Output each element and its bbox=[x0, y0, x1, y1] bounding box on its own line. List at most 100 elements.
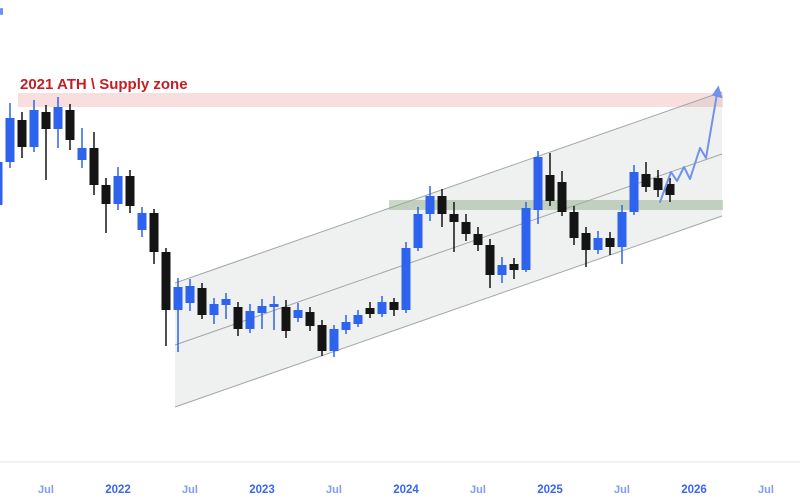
candle-body bbox=[221, 299, 231, 305]
candle-down bbox=[305, 307, 315, 331]
candle-up bbox=[77, 128, 87, 168]
candle-body bbox=[329, 329, 339, 351]
candle-body bbox=[29, 110, 39, 147]
candle-body bbox=[389, 302, 399, 310]
candle-body bbox=[353, 315, 363, 324]
candle-body bbox=[593, 238, 603, 250]
candle-down bbox=[65, 104, 75, 150]
supply-zone-label: 2021 ATH \ Supply zone bbox=[20, 76, 188, 93]
time-axis-label[interactable]: Jul bbox=[326, 484, 342, 496]
candle-body bbox=[401, 248, 411, 310]
candle-body bbox=[449, 214, 459, 222]
candle-down bbox=[89, 132, 99, 195]
candle-up bbox=[53, 97, 63, 148]
candle-down bbox=[473, 227, 483, 251]
candle-body bbox=[269, 304, 279, 307]
candle-down bbox=[449, 202, 459, 252]
candle-up bbox=[245, 304, 255, 333]
candle-body bbox=[149, 213, 159, 252]
candle-body bbox=[641, 174, 651, 187]
time-axis-label[interactable]: Jul bbox=[182, 484, 198, 496]
candle-down bbox=[161, 248, 171, 346]
candle-body bbox=[569, 212, 579, 238]
projection-arrowhead-icon bbox=[711, 85, 723, 99]
candle-down bbox=[605, 232, 615, 255]
candle-body bbox=[197, 288, 207, 315]
candle-down bbox=[545, 153, 555, 206]
time-axis-label[interactable]: Jul bbox=[38, 484, 54, 496]
candle-down bbox=[41, 105, 51, 180]
candle-up bbox=[341, 315, 351, 334]
candle-up bbox=[617, 205, 627, 264]
candle-body bbox=[365, 308, 375, 314]
candle-up bbox=[137, 207, 147, 237]
candle-up bbox=[353, 310, 363, 327]
candle-body bbox=[293, 310, 303, 318]
candle-up bbox=[425, 186, 435, 221]
candle-down bbox=[281, 300, 291, 338]
candle-body bbox=[137, 213, 147, 230]
projection-zigzag-line[interactable] bbox=[659, 87, 719, 203]
candle-up bbox=[221, 293, 231, 319]
candle-body bbox=[581, 233, 591, 250]
time-axis-label[interactable]: 2023 bbox=[249, 484, 275, 496]
candle-body bbox=[305, 312, 315, 326]
candle-up bbox=[0, 162, 3, 205]
candle-up bbox=[209, 298, 219, 324]
candle-body bbox=[665, 184, 675, 195]
supply-zone-band[interactable] bbox=[18, 93, 723, 107]
channel-top-line[interactable] bbox=[174, 91, 723, 284]
candle-body bbox=[53, 107, 63, 129]
candle-body bbox=[77, 148, 87, 160]
candle-body bbox=[65, 110, 75, 140]
candle-up bbox=[173, 278, 183, 352]
candle-up bbox=[533, 151, 543, 224]
candle-body bbox=[461, 222, 471, 234]
candle-body bbox=[317, 325, 327, 351]
candle-down bbox=[581, 227, 591, 267]
candle-body bbox=[509, 264, 519, 270]
candle-down bbox=[461, 214, 471, 241]
candle-up bbox=[185, 279, 195, 311]
candle-body bbox=[629, 172, 639, 212]
time-axis-label[interactable]: 2025 bbox=[537, 484, 563, 496]
time-axis-label[interactable]: Jul bbox=[470, 484, 486, 496]
candle-down bbox=[365, 302, 375, 318]
time-axis-label[interactable]: 2024 bbox=[393, 484, 419, 496]
candle-body bbox=[653, 178, 663, 190]
demand-zone-band[interactable] bbox=[389, 200, 723, 210]
candle-body bbox=[257, 306, 267, 313]
candle-up bbox=[5, 103, 15, 168]
candle-body bbox=[497, 265, 507, 275]
candle-down bbox=[101, 178, 111, 233]
candle-body bbox=[233, 307, 243, 329]
candle-body bbox=[557, 182, 567, 212]
channel-mid-line[interactable] bbox=[174, 153, 723, 346]
candle-body bbox=[485, 245, 495, 275]
candle-up bbox=[401, 242, 411, 313]
channel-bottom-line[interactable] bbox=[174, 215, 723, 408]
candle-body bbox=[521, 208, 531, 270]
candle-body bbox=[17, 120, 27, 147]
candle-body bbox=[89, 148, 99, 185]
time-axis-label[interactable]: 2026 bbox=[681, 484, 707, 496]
time-axis-label[interactable]: Jul bbox=[758, 484, 774, 496]
candle-body bbox=[413, 214, 423, 248]
candle-body bbox=[113, 176, 123, 204]
candle-body bbox=[41, 112, 51, 129]
candle-body bbox=[5, 118, 15, 162]
candle-body bbox=[617, 212, 627, 247]
candle-down bbox=[149, 209, 159, 264]
candle-body bbox=[185, 286, 195, 303]
candle-body bbox=[473, 234, 483, 245]
candle-up bbox=[257, 299, 267, 329]
candle-down bbox=[437, 189, 447, 227]
candle-up bbox=[521, 202, 531, 272]
candle-body bbox=[101, 185, 111, 204]
time-axis-label[interactable]: Jul bbox=[614, 484, 630, 496]
candle-up bbox=[269, 296, 279, 330]
candle-body bbox=[125, 176, 135, 206]
time-axis-label[interactable]: 2022 bbox=[105, 484, 131, 496]
